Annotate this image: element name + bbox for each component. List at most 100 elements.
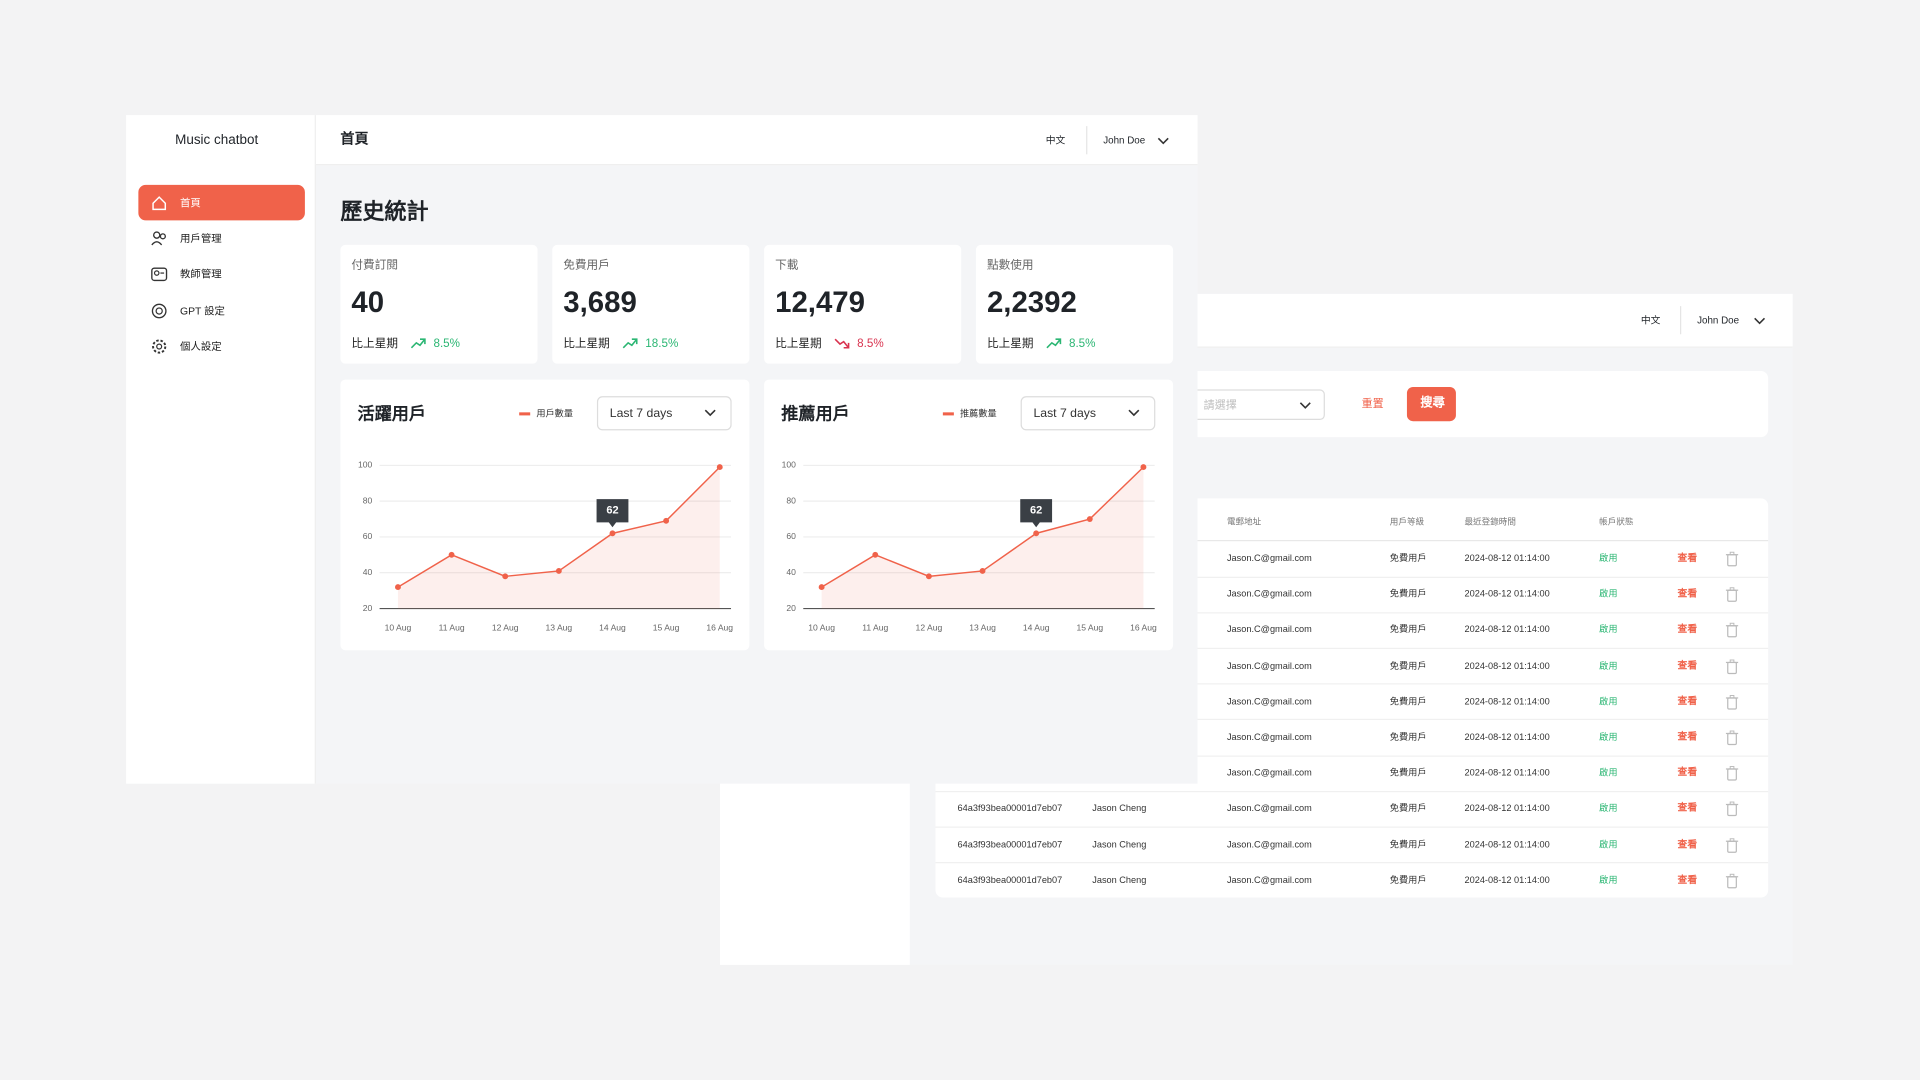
chevron-icon: [1128, 409, 1140, 417]
cell-time: 2024-08-12 01:14:00: [1464, 624, 1550, 636]
tooltip-label: 62: [606, 505, 618, 517]
user-menu[interactable]: John Doe: [1697, 314, 1740, 326]
delete-icon[interactable]: [1725, 873, 1739, 889]
nav-icon: [152, 339, 167, 354]
nav-item[interactable]: GPT 設定: [180, 304, 225, 317]
stat-card: 付費訂閱 40 比上星期 8.5%: [340, 244, 538, 364]
view-link[interactable]: 查看: [1677, 874, 1698, 886]
chevron-icon: [1299, 402, 1311, 409]
search-button[interactable]: 搜尋: [1406, 386, 1456, 422]
point: [818, 584, 825, 591]
column-header: 最近登錄時間: [1464, 518, 1516, 528]
range-select[interactable]: Last 7 days: [1020, 396, 1156, 431]
stat-change: 18.5%: [645, 337, 679, 351]
range-select-box: [596, 396, 732, 431]
cell-level: 免費用戶: [1389, 802, 1427, 814]
delete-icon[interactable]: [1725, 694, 1739, 710]
cell-level: 免費用戶: [1389, 624, 1427, 636]
view-link[interactable]: 查看: [1677, 623, 1698, 635]
legend-label: 用戶數量: [536, 407, 573, 418]
stat-compare: 比上星期: [986, 337, 1034, 351]
view-link[interactable]: 查看: [1677, 838, 1698, 850]
status-badge: 啟用: [1599, 838, 1618, 850]
delete-icon[interactable]: [1725, 623, 1739, 638]
view-link[interactable]: 查看: [1677, 587, 1698, 600]
row-rule: [935, 576, 1769, 578]
user-menu[interactable]: John Doe: [1103, 134, 1146, 146]
search-button-label: 搜尋: [1420, 396, 1445, 411]
nav-item[interactable]: 用戶管理: [180, 232, 222, 245]
cell-email: Jason.C@gmail.com: [1226, 767, 1312, 779]
nav-icon: [152, 196, 167, 211]
trend-icon: [622, 338, 638, 349]
x-tick-label: 15 Aug: [653, 622, 680, 632]
point: [979, 568, 986, 574]
delete-icon[interactable]: [1725, 801, 1739, 817]
language-switch[interactable]: 中文: [1045, 134, 1066, 146]
stat-card: 下載 12,479 比上星期 8.5%: [764, 244, 962, 364]
view-link[interactable]: 查看: [1677, 802, 1698, 814]
delete-icon[interactable]: [1725, 766, 1739, 781]
x-tick-label: 12 Aug: [492, 622, 519, 632]
cell-email: Jason.C@gmail.com: [1226, 874, 1312, 886]
status-badge: 啟用: [1599, 552, 1618, 564]
cell-time: 2024-08-12 01:14:00: [1464, 659, 1550, 671]
front-window: Music chatbot 首頁 用戶管理 教師管理 GPT 設定 個人設定 首頁 中文 Joh…: [126, 115, 1198, 784]
chart-card: 推薦用戶 Last 7 days 20 40 60 80 100 10 Aug 11 Aug 12…: [764, 379, 1174, 651]
chart: 活躍用戶 Last 7 days 20 40 60 80 100 10 Aug 11 Aug 12…: [358, 396, 733, 632]
cell-name: Jason Cheng: [1092, 838, 1147, 850]
chevron-icon: [704, 409, 716, 417]
trend-icon: [1046, 338, 1062, 349]
view-link[interactable]: 查看: [1677, 766, 1698, 778]
nav-item[interactable]: 首頁: [180, 196, 201, 210]
view-link[interactable]: 查看: [1677, 552, 1698, 564]
column-header: 電郵地址: [1226, 518, 1262, 528]
row-rule: [935, 826, 1769, 828]
y-tick-label: 100: [358, 460, 373, 470]
view-link[interactable]: 查看: [1677, 731, 1698, 743]
delete-icon[interactable]: [1725, 730, 1739, 746]
cell-level: 免費用戶: [1389, 874, 1427, 886]
cell-level: 免費用戶: [1389, 588, 1427, 600]
brand: Music chatbot: [175, 132, 259, 148]
tooltip: [1020, 499, 1053, 528]
view-link[interactable]: 查看: [1677, 695, 1698, 707]
point: [609, 530, 616, 537]
x-tick-label: 16 Aug: [706, 622, 733, 632]
status-badge: 啟用: [1599, 874, 1618, 886]
header-divider: [1086, 126, 1088, 155]
point: [925, 573, 932, 580]
cell-name: Jason Cheng: [1092, 802, 1147, 814]
delete-icon[interactable]: [1725, 658, 1739, 674]
tooltip-label: 62: [1030, 505, 1042, 517]
stat-label: 免費用戶: [563, 258, 610, 273]
view-link[interactable]: 查看: [1677, 659, 1698, 671]
chart-card: 活躍用戶 Last 7 days 20 40 60 80 100 10 Aug 11 Aug 12…: [340, 379, 750, 651]
header-divider: [1680, 306, 1682, 335]
language-switch[interactable]: 中文: [1640, 314, 1661, 326]
chevron-icon: [1157, 137, 1169, 145]
stat-value: 12,479: [775, 286, 865, 320]
header: 首頁 中文 John Doe: [315, 115, 1198, 166]
cell-email: Jason.C@gmail.com: [1226, 695, 1312, 707]
status-badge: 啟用: [1599, 731, 1618, 743]
delete-icon[interactable]: [1725, 551, 1739, 567]
row-rule: [935, 719, 1769, 721]
x-tick-label: 11 Aug: [439, 622, 465, 632]
nav-item[interactable]: 教師管理: [180, 268, 222, 281]
nav-item[interactable]: 個人設定: [180, 339, 222, 353]
cell-email: Jason.C@gmail.com: [1226, 624, 1312, 636]
chart: 推薦用戶 Last 7 days 20 40 60 80 100 10 Aug 11 Aug 12…: [781, 396, 1157, 632]
delete-icon[interactable]: [1725, 587, 1739, 603]
column-header: 用戶等級: [1389, 518, 1425, 528]
cell-name: Jason Cheng: [1092, 874, 1147, 886]
range-select-label: Last 7 days: [1033, 406, 1096, 420]
x-tick-label: 11 Aug: [862, 622, 888, 632]
range-select[interactable]: Last 7 days: [596, 396, 732, 431]
delete-icon[interactable]: [1725, 837, 1739, 853]
row-rule: [935, 611, 1769, 614]
reset-button[interactable]: 重置: [1361, 397, 1384, 410]
chart-title: 活躍用戶: [358, 404, 427, 424]
area: [397, 467, 720, 609]
cell-level: 免費用戶: [1389, 731, 1427, 743]
